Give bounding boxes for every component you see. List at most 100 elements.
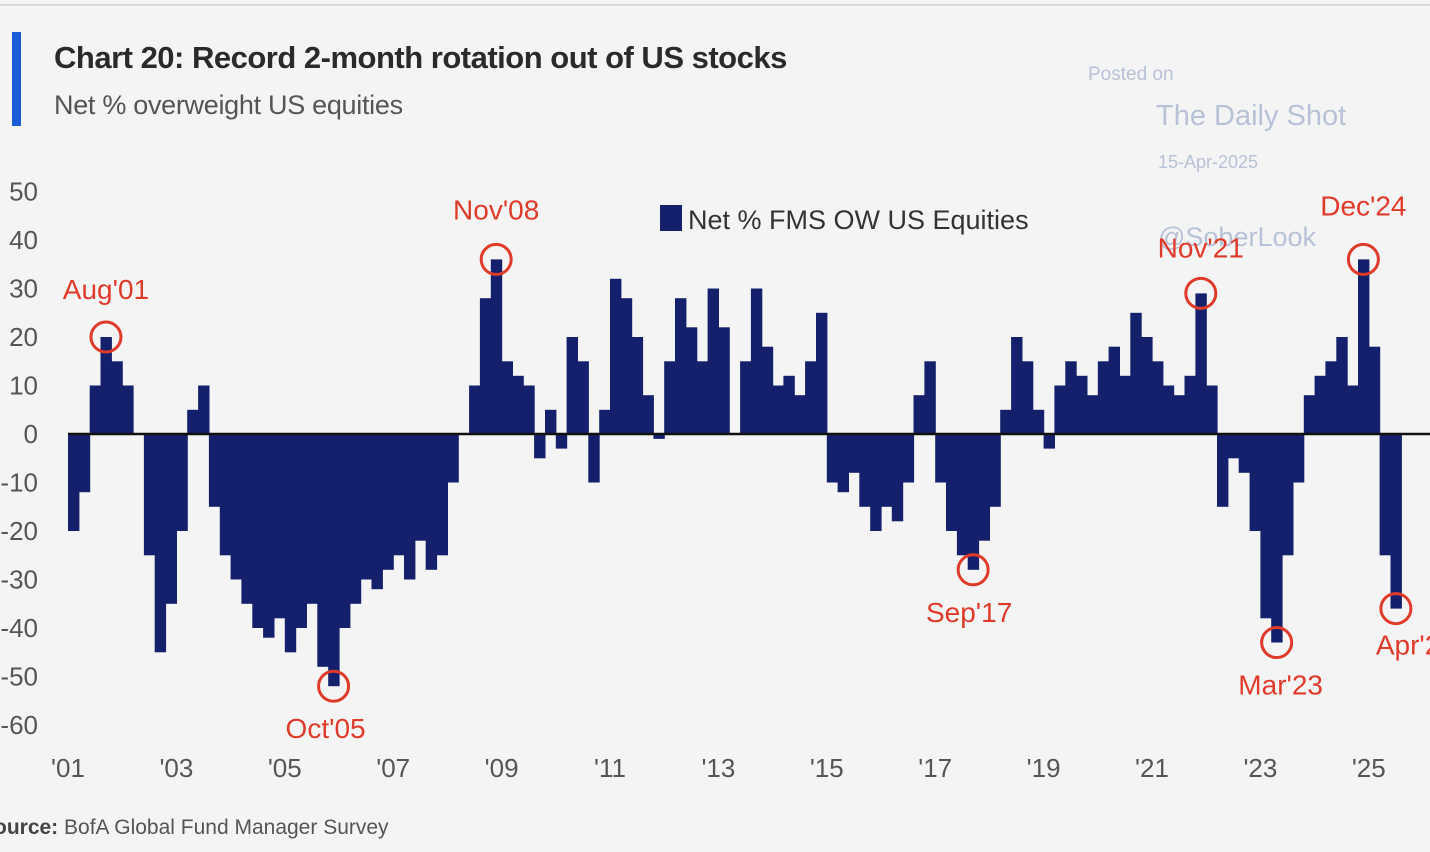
legend-label: Net % FMS OW US Equities bbox=[688, 205, 1029, 235]
y-tick-label: 40 bbox=[9, 225, 38, 255]
bar bbox=[718, 327, 730, 434]
bar bbox=[664, 361, 676, 435]
bar bbox=[479, 298, 492, 434]
bar bbox=[1379, 434, 1391, 556]
watermark-site: The Daily Shot bbox=[1156, 100, 1347, 132]
x-tick-label: '13 bbox=[701, 753, 735, 783]
annotation-circle bbox=[479, 242, 513, 276]
bar bbox=[816, 312, 828, 435]
bar bbox=[870, 434, 882, 531]
bar bbox=[78, 434, 91, 493]
bar bbox=[1076, 375, 1088, 434]
y-tick-label: 10 bbox=[9, 371, 38, 401]
bar bbox=[761, 346, 774, 434]
annotation-circle bbox=[317, 669, 351, 703]
bar bbox=[555, 434, 568, 449]
bar bbox=[902, 434, 915, 483]
bar bbox=[274, 434, 286, 619]
bar bbox=[588, 434, 600, 483]
bar bbox=[436, 434, 448, 556]
bar bbox=[935, 434, 947, 483]
x-tick-label: '07 bbox=[376, 753, 410, 783]
bar bbox=[1217, 434, 1229, 507]
bar bbox=[566, 337, 578, 434]
bar bbox=[881, 434, 893, 507]
bar bbox=[545, 409, 557, 435]
bar bbox=[284, 434, 297, 653]
bar bbox=[631, 337, 644, 434]
bar bbox=[577, 361, 589, 435]
bar bbox=[750, 288, 763, 434]
bar bbox=[306, 434, 318, 604]
title-accent-bar bbox=[12, 32, 21, 126]
bar bbox=[100, 337, 112, 434]
bar bbox=[425, 434, 438, 570]
bar bbox=[1119, 375, 1131, 434]
bar bbox=[198, 385, 210, 434]
bar bbox=[230, 434, 242, 580]
y-tick-label: 20 bbox=[9, 322, 38, 352]
annotation-circle bbox=[1346, 242, 1380, 276]
x-tick-label: '23 bbox=[1243, 753, 1277, 783]
bar bbox=[1043, 434, 1055, 449]
y-tick-label: -60 bbox=[0, 710, 38, 740]
annotation-label: Mar'23 bbox=[1238, 670, 1323, 701]
bar bbox=[1021, 361, 1034, 435]
bar bbox=[1108, 346, 1120, 434]
bar bbox=[1162, 385, 1175, 434]
bar bbox=[1173, 395, 1186, 434]
bar bbox=[534, 434, 546, 459]
bar bbox=[1184, 375, 1196, 434]
x-tick-label: '03 bbox=[159, 753, 193, 783]
bar bbox=[946, 434, 958, 531]
bar bbox=[1065, 361, 1077, 435]
source-note: ource: BofA Global Fund Manager Survey bbox=[0, 816, 389, 840]
annotation-circle bbox=[1260, 626, 1294, 660]
bar bbox=[1368, 346, 1381, 434]
bar bbox=[252, 434, 264, 628]
bar bbox=[891, 434, 904, 522]
annotation-label: Sep'17 bbox=[926, 597, 1012, 628]
bar bbox=[642, 395, 654, 434]
bar bbox=[1336, 337, 1348, 434]
y-tick-label: -20 bbox=[0, 516, 38, 546]
watermark-posted: Posted on bbox=[1088, 64, 1174, 85]
bar bbox=[1282, 434, 1294, 556]
bar bbox=[826, 434, 839, 483]
x-tick-label: '09 bbox=[485, 753, 519, 783]
bar bbox=[523, 385, 535, 434]
bar bbox=[1206, 385, 1218, 434]
bar bbox=[1130, 312, 1142, 435]
bar bbox=[295, 434, 307, 628]
annotation-label: Nov'08 bbox=[453, 194, 539, 225]
bar bbox=[317, 434, 329, 667]
bar bbox=[512, 375, 524, 434]
x-tick-label: '05 bbox=[268, 753, 302, 783]
bar bbox=[501, 361, 513, 435]
bar bbox=[1249, 434, 1261, 531]
bar bbox=[176, 434, 188, 531]
bar bbox=[794, 395, 806, 434]
bar bbox=[1011, 337, 1023, 434]
bar bbox=[1347, 385, 1359, 434]
annotation-circle bbox=[89, 320, 123, 354]
annotation-label: Aug'01 bbox=[63, 274, 149, 305]
x-tick-label: '01 bbox=[51, 753, 85, 783]
bar bbox=[620, 298, 633, 434]
bar bbox=[913, 395, 925, 434]
bar bbox=[414, 434, 427, 541]
x-tick-label: '11 bbox=[594, 753, 626, 783]
bar bbox=[1238, 434, 1251, 473]
bar bbox=[469, 385, 481, 434]
bar bbox=[1054, 385, 1066, 434]
source-label: ource: bbox=[0, 816, 59, 839]
bar bbox=[89, 385, 102, 434]
bar bbox=[1325, 361, 1337, 435]
bar bbox=[393, 434, 405, 556]
x-tick-label: '15 bbox=[810, 753, 844, 783]
annotation-circle bbox=[956, 553, 990, 587]
bar bbox=[263, 434, 275, 638]
x-tick-label: '17 bbox=[918, 753, 952, 783]
bar bbox=[360, 434, 373, 580]
